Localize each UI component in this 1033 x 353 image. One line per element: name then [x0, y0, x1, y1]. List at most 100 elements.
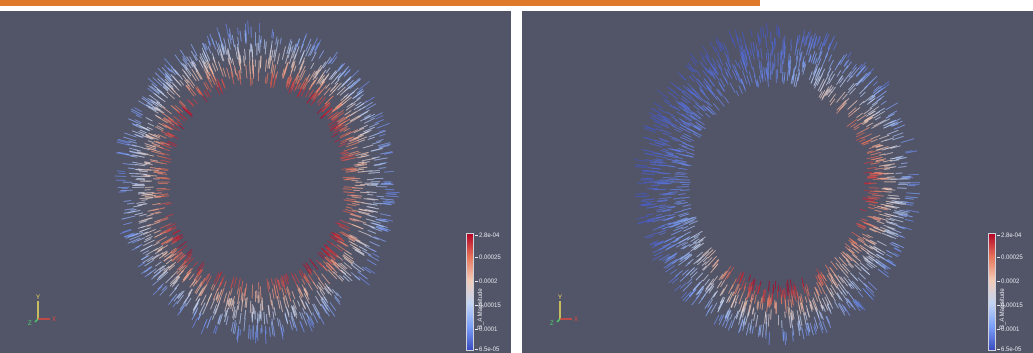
field-glyph [688, 220, 699, 225]
field-glyph [290, 315, 295, 328]
field-glyph [140, 224, 152, 229]
field-glyph [792, 290, 795, 299]
field-glyph [209, 33, 215, 46]
field-glyph [220, 67, 224, 77]
field-glyph [668, 104, 676, 110]
field-glyph [275, 285, 280, 299]
field-glyph [741, 45, 745, 56]
field-glyph [138, 191, 145, 194]
field-glyph [141, 266, 152, 275]
field-glyph [742, 321, 746, 331]
field-glyph [696, 110, 704, 117]
field-glyph [859, 62, 867, 70]
field-glyph [672, 160, 686, 164]
field-glyph [808, 71, 813, 81]
field-glyph [374, 119, 384, 124]
field-glyph [809, 304, 813, 312]
field-glyph [759, 75, 762, 83]
render-view-right[interactable]: Y X Z 2.8e-04 0.00025 0.0002 0.00015 0.0… [522, 11, 1033, 353]
field-glyph [132, 124, 143, 129]
field-glyph [153, 172, 163, 174]
field-glyph [352, 247, 365, 255]
field-glyph [870, 151, 882, 156]
field-glyph [875, 261, 887, 270]
field-glyph [829, 274, 839, 287]
field-glyph [334, 72, 342, 80]
colorbar-title-right: B_A Magnitude [1000, 288, 1006, 329]
field-glyph [372, 253, 380, 258]
field-glyph [696, 291, 702, 299]
field-glyph [385, 195, 399, 198]
field-glyph [244, 297, 247, 308]
field-glyph [737, 287, 741, 295]
field-glyph [366, 96, 375, 103]
field-glyph [851, 247, 860, 254]
render-view-left[interactable]: Y X Z 2.8e-04 0.00025 0.0002 0.00015 0.0… [0, 11, 511, 353]
field-glyph [147, 208, 159, 212]
field-glyph [671, 277, 679, 284]
field-glyph [281, 68, 285, 77]
field-glyph [156, 244, 169, 253]
field-glyph [170, 275, 178, 284]
field-glyph [810, 50, 816, 63]
field-glyph [744, 43, 749, 56]
field-glyph [707, 105, 717, 115]
field-glyph [165, 223, 176, 229]
field-glyph [337, 240, 348, 247]
field-glyph [815, 275, 821, 286]
field-glyph [365, 218, 375, 222]
field-glyph [177, 241, 187, 249]
field-glyph [350, 97, 361, 106]
field-glyph [665, 263, 673, 269]
field-glyph [178, 115, 186, 122]
field-glyph [216, 49, 220, 56]
field-glyph [142, 96, 152, 103]
field-glyph [705, 284, 713, 294]
field-glyph [147, 87, 154, 94]
field-glyph [131, 130, 145, 136]
field-glyph [179, 80, 185, 86]
field-glyph [213, 325, 217, 334]
field-glyph [704, 278, 710, 286]
field-glyph [385, 200, 395, 203]
field-glyph [370, 227, 383, 232]
field-glyph [156, 125, 164, 130]
field-glyph [860, 127, 870, 133]
field-glyph [275, 71, 278, 79]
field-glyph [805, 32, 810, 46]
field-glyph [160, 159, 171, 163]
field-glyph [802, 36, 805, 44]
field-glyph [767, 295, 770, 305]
field-glyph [656, 208, 670, 213]
field-glyph [712, 103, 720, 111]
field-glyph [161, 250, 168, 255]
field-glyph [874, 209, 882, 213]
field-glyph [349, 87, 359, 96]
field-glyph [866, 263, 873, 269]
field-glyph [186, 251, 193, 257]
field-glyph [334, 78, 340, 85]
field-glyph [692, 133, 701, 138]
field-glyph [299, 77, 307, 90]
field-glyph [166, 86, 175, 95]
field-glyph [677, 86, 686, 94]
field-glyph [321, 105, 328, 113]
field-glyph [312, 88, 321, 99]
field-glyph [677, 102, 687, 110]
field-glyph [356, 88, 364, 95]
field-glyph [867, 196, 881, 199]
field-glyph [156, 189, 171, 191]
field-glyph [685, 220, 695, 225]
field-glyph [176, 290, 183, 299]
field-glyph [684, 231, 692, 235]
field-glyph [298, 287, 304, 298]
field-glyph [164, 72, 173, 82]
field-glyph [140, 217, 153, 222]
field-glyph [690, 230, 703, 239]
field-glyph [346, 102, 353, 108]
field-glyph [740, 46, 745, 60]
field-glyph [861, 116, 874, 125]
field-glyph [725, 72, 729, 78]
field-glyph [690, 271, 698, 279]
field-glyph [221, 78, 226, 89]
